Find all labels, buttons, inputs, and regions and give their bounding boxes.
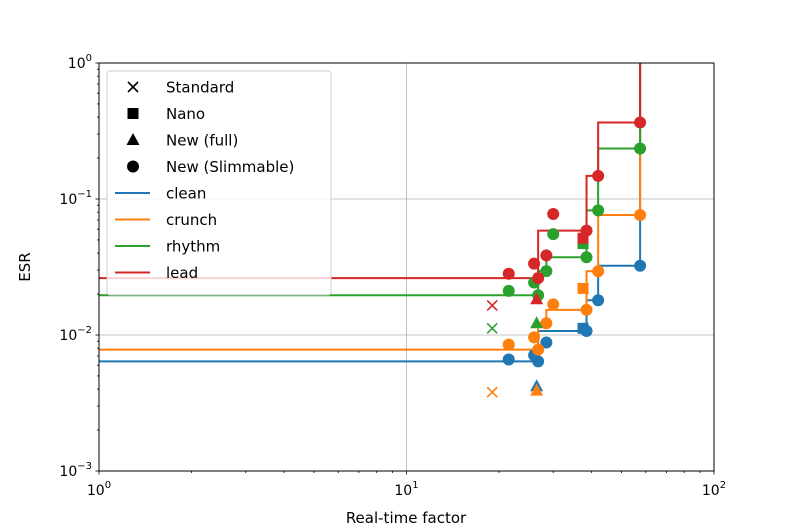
y-tick-label: 100: [68, 53, 92, 72]
slimmable-point-clean: [532, 355, 545, 368]
legend-label: clean: [166, 185, 206, 203]
x-stroke: [486, 299, 498, 311]
legend-label: New (full): [166, 132, 238, 150]
slimmable-point-lead: [580, 224, 593, 237]
legend-marker-x: [127, 81, 139, 93]
legend-label: New (Slimmable): [166, 158, 294, 176]
x-tick-label: 102: [702, 480, 726, 499]
standard-point-rhythm: [486, 322, 498, 334]
slimmable-point-lead: [634, 116, 647, 129]
slimmable-point-lead: [540, 249, 553, 262]
slimmable-point-crunch: [540, 317, 553, 330]
full-point-lead: [530, 292, 544, 305]
legend-label: crunch: [166, 211, 217, 229]
legend-box: [106, 70, 332, 296]
slimmable-point-rhythm: [634, 142, 647, 155]
slimmable-point-lead: [547, 208, 560, 221]
full-point-rhythm: [530, 316, 544, 329]
x-tick-label: 100: [87, 480, 111, 499]
x-axis-label: Real-time factor: [346, 509, 467, 527]
slimmable-point-rhythm: [547, 228, 560, 241]
x-stroke: [486, 322, 498, 334]
legend-marker-triangle: [126, 133, 140, 145]
x-stroke: [486, 386, 498, 398]
slimmable-point-crunch: [547, 298, 560, 311]
slimmable-point-crunch: [592, 265, 605, 278]
y-axis-label: ESR: [16, 252, 34, 281]
standard-point-lead: [486, 299, 498, 311]
legend-label: rhythm: [166, 238, 220, 256]
plot-area: [99, 63, 647, 398]
slimmable-point-crunch: [532, 343, 545, 356]
nano-point-lead: [577, 232, 589, 244]
full-point-crunch: [530, 383, 544, 396]
legend-marker-square: [127, 108, 139, 119]
x-tick-label: 101: [394, 480, 418, 499]
y-tick-label: 10−2: [59, 325, 92, 344]
slimmable-point-rhythm: [502, 284, 515, 297]
slimmable-point-rhythm: [592, 204, 605, 217]
y-tick-label: 10−3: [59, 461, 92, 480]
legend-marker-circle: [127, 160, 139, 173]
slimmable-point-lead: [592, 169, 605, 182]
x-stroke: [127, 81, 139, 93]
slimmable-point-crunch: [502, 338, 515, 351]
slimmable-point-lead: [502, 267, 515, 280]
slimmable-point-clean: [540, 336, 553, 349]
slimmable-point-clean: [592, 294, 605, 307]
standard-point-crunch: [486, 386, 498, 398]
slimmable-point-crunch: [580, 303, 593, 316]
nano-point-crunch: [577, 282, 589, 294]
legend-label: Nano: [166, 105, 205, 123]
slimmable-point-crunch: [634, 209, 647, 222]
legend-label: lead: [166, 264, 198, 282]
axes: 100 101 102 10−3 10−2 10−1 100: [59, 53, 726, 499]
legend: Standard Nano New (full) New (Slimmable) cle…: [106, 70, 332, 296]
y-tick-label: 10−1: [59, 189, 92, 208]
legend-label: Standard: [166, 79, 234, 97]
slimmable-point-lead: [528, 257, 541, 270]
slimmable-point-clean: [502, 353, 515, 366]
slimmable-point-clean: [580, 325, 593, 338]
slimmable-point-lead: [532, 272, 545, 285]
slimmable-point-rhythm: [540, 265, 553, 278]
slimmable-point-clean: [634, 259, 647, 272]
slimmable-point-crunch: [528, 331, 541, 344]
slimmable-point-rhythm: [580, 251, 593, 264]
